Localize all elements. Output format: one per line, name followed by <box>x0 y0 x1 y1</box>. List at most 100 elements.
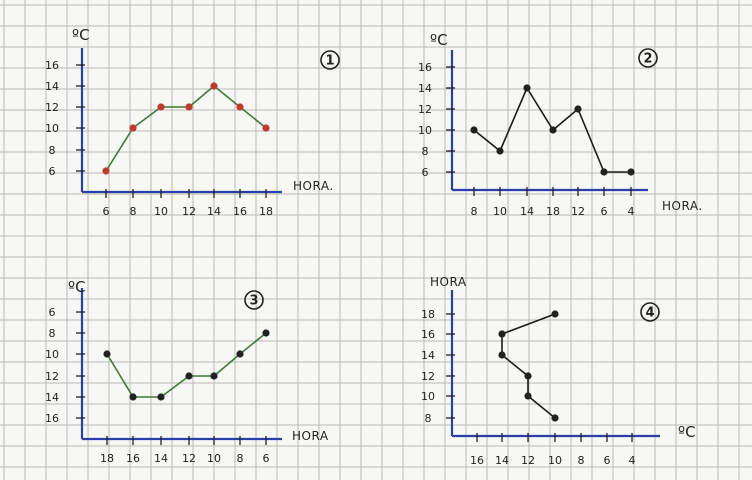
data-point <box>574 105 582 113</box>
y-tick-label: 8 <box>49 327 56 340</box>
x-tick-label: 16 <box>126 452 140 465</box>
x-tick-label: 18 <box>546 205 560 218</box>
y-tick-label: 14 <box>418 82 432 95</box>
data-point <box>185 372 193 380</box>
x-tick-label: 16 <box>233 205 247 218</box>
x-axis-title: HORA <box>292 429 329 443</box>
x-tick-label: 6 <box>263 452 270 465</box>
x-tick-label: 14 <box>495 454 509 467</box>
x-axis-title: HORA. <box>293 179 334 193</box>
x-tick-label: 4 <box>628 205 635 218</box>
y-tick-label: 10 <box>418 124 432 137</box>
data-point <box>129 124 137 132</box>
y-axis-title: ºC <box>72 26 90 44</box>
x-tick-label: 6 <box>604 454 611 467</box>
data-point <box>470 126 478 134</box>
data-point <box>102 167 110 175</box>
y-tick-label: 8 <box>49 144 56 157</box>
data-point <box>103 350 111 358</box>
chart-panel-4: 16 14 12 10 8 6 4 8 10 12 14 16 18 ºC HORA 4 <box>421 275 696 467</box>
x-tick-label: 8 <box>237 452 244 465</box>
y-tick-label: 16 <box>45 59 59 72</box>
y-tick-label: 6 <box>49 306 56 319</box>
data-point <box>600 168 608 176</box>
x-tick-label: 14 <box>207 205 221 218</box>
panel-number-circle <box>244 290 264 310</box>
x-tick-label: 12 <box>182 452 196 465</box>
y-tick-label: 12 <box>418 103 432 116</box>
data-point <box>262 329 270 337</box>
y-tick-label: 16 <box>421 328 435 341</box>
data-point <box>549 126 557 134</box>
data-point <box>262 124 270 132</box>
y-tick-label: 12 <box>45 101 59 114</box>
x-tick-label: 8 <box>578 454 585 467</box>
x-tick-label: 4 <box>629 454 636 467</box>
y-tick-label: 8 <box>425 412 432 425</box>
y-axis-title: ºC <box>68 278 86 296</box>
y-axis-title: HORA <box>430 275 467 289</box>
data-point <box>551 310 559 318</box>
x-tick-label: 12 <box>521 454 535 467</box>
data-point <box>157 103 165 111</box>
data-point <box>210 372 218 380</box>
x-axis-title: HORA. <box>662 199 703 213</box>
data-point <box>157 393 165 401</box>
y-tick-label: 16 <box>418 61 432 74</box>
y-tick-label: 12 <box>45 370 59 383</box>
x-tick-label: 8 <box>471 205 478 218</box>
data-point <box>524 372 532 380</box>
panel-number-circle <box>320 50 340 70</box>
data-point <box>236 103 244 111</box>
data-point <box>523 84 531 92</box>
data-point <box>498 330 506 338</box>
y-tick-label: 16 <box>45 412 59 425</box>
x-tick-label: 16 <box>470 454 484 467</box>
x-tick-label: 10 <box>493 205 507 218</box>
y-tick-label: 6 <box>49 165 56 178</box>
data-point <box>496 147 504 155</box>
x-tick-label: 18 <box>259 205 273 218</box>
data-point <box>236 350 244 358</box>
x-tick-label: 18 <box>100 452 114 465</box>
data-point <box>498 351 506 359</box>
x-tick-label: 6 <box>601 205 608 218</box>
y-axis-title: ºC <box>430 31 448 49</box>
data-point <box>524 392 532 400</box>
series-line <box>501 313 556 419</box>
y-tick-label: 12 <box>421 370 435 383</box>
x-tick-label: 10 <box>207 452 221 465</box>
panel-number: 4 <box>645 306 654 321</box>
x-axis-title: ºC <box>678 423 696 441</box>
y-tick-label: 14 <box>45 391 59 404</box>
panel-number-circle <box>640 302 660 322</box>
chart-panel-2: 8 10 14 18 12 6 4 6 8 10 12 14 16 HORA. ºC 2 <box>418 31 703 218</box>
y-tick-label: 6 <box>422 166 429 179</box>
y-tick-label: 14 <box>421 349 435 362</box>
panel-number: 2 <box>643 52 652 67</box>
y-tick-label: 14 <box>45 80 59 93</box>
chart-panel-3: 18 16 14 12 10 8 6 6 8 10 12 14 16 HORA ºC 3 <box>45 278 329 465</box>
y-tick-label: 8 <box>422 145 429 158</box>
panel-number: 1 <box>325 54 334 69</box>
x-tick-label: 14 <box>520 205 534 218</box>
x-tick-label: 14 <box>154 452 168 465</box>
y-tick-label: 18 <box>421 308 435 321</box>
data-point <box>551 414 559 422</box>
data-point <box>627 168 635 176</box>
x-tick-label: 12 <box>571 205 585 218</box>
x-tick-label: 12 <box>182 205 196 218</box>
panel-number-circle <box>638 48 658 68</box>
x-tick-label: 10 <box>154 205 168 218</box>
data-point <box>210 82 218 90</box>
y-tick-label: 10 <box>421 390 435 403</box>
data-point <box>185 103 193 111</box>
y-tick-label: 10 <box>45 348 59 361</box>
x-tick-label: 8 <box>130 205 137 218</box>
x-tick-label: 10 <box>548 454 562 467</box>
